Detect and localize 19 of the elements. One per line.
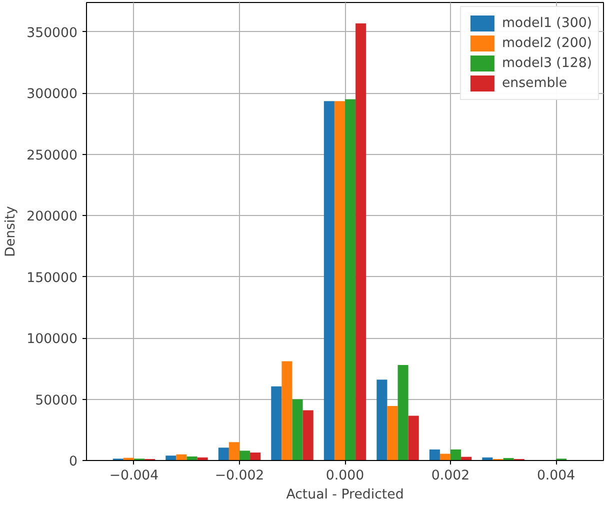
y-tick-label: 100000 bbox=[26, 332, 78, 348]
x-tick-label: 0.002 bbox=[431, 468, 470, 484]
legend-label: model3 (128) bbox=[502, 56, 592, 70]
x-axis-title: Actual - Predicted bbox=[286, 488, 404, 502]
x-tick-label: 0.000 bbox=[326, 468, 364, 484]
x-tick-label: −0.004 bbox=[109, 468, 159, 484]
y-tick-label: 200000 bbox=[26, 210, 78, 225]
y-tick-label: 150000 bbox=[26, 270, 78, 286]
y-tick-label: 250000 bbox=[26, 148, 78, 164]
x-tick-label: 0.004 bbox=[536, 468, 576, 484]
y-axis-title: Density bbox=[4, 206, 19, 257]
y-tick-label: 350000 bbox=[26, 26, 78, 41]
legend-label: model1 (300) bbox=[502, 16, 592, 30]
y-tick-label: 50000 bbox=[35, 393, 78, 408]
y-tick-label: 300000 bbox=[26, 87, 78, 102]
y-tick-label: 0 bbox=[69, 454, 78, 470]
legend-label: ensemble bbox=[502, 76, 568, 90]
legend-label: model2 (200) bbox=[502, 36, 592, 50]
x-tick-label: −0.002 bbox=[214, 468, 264, 484]
